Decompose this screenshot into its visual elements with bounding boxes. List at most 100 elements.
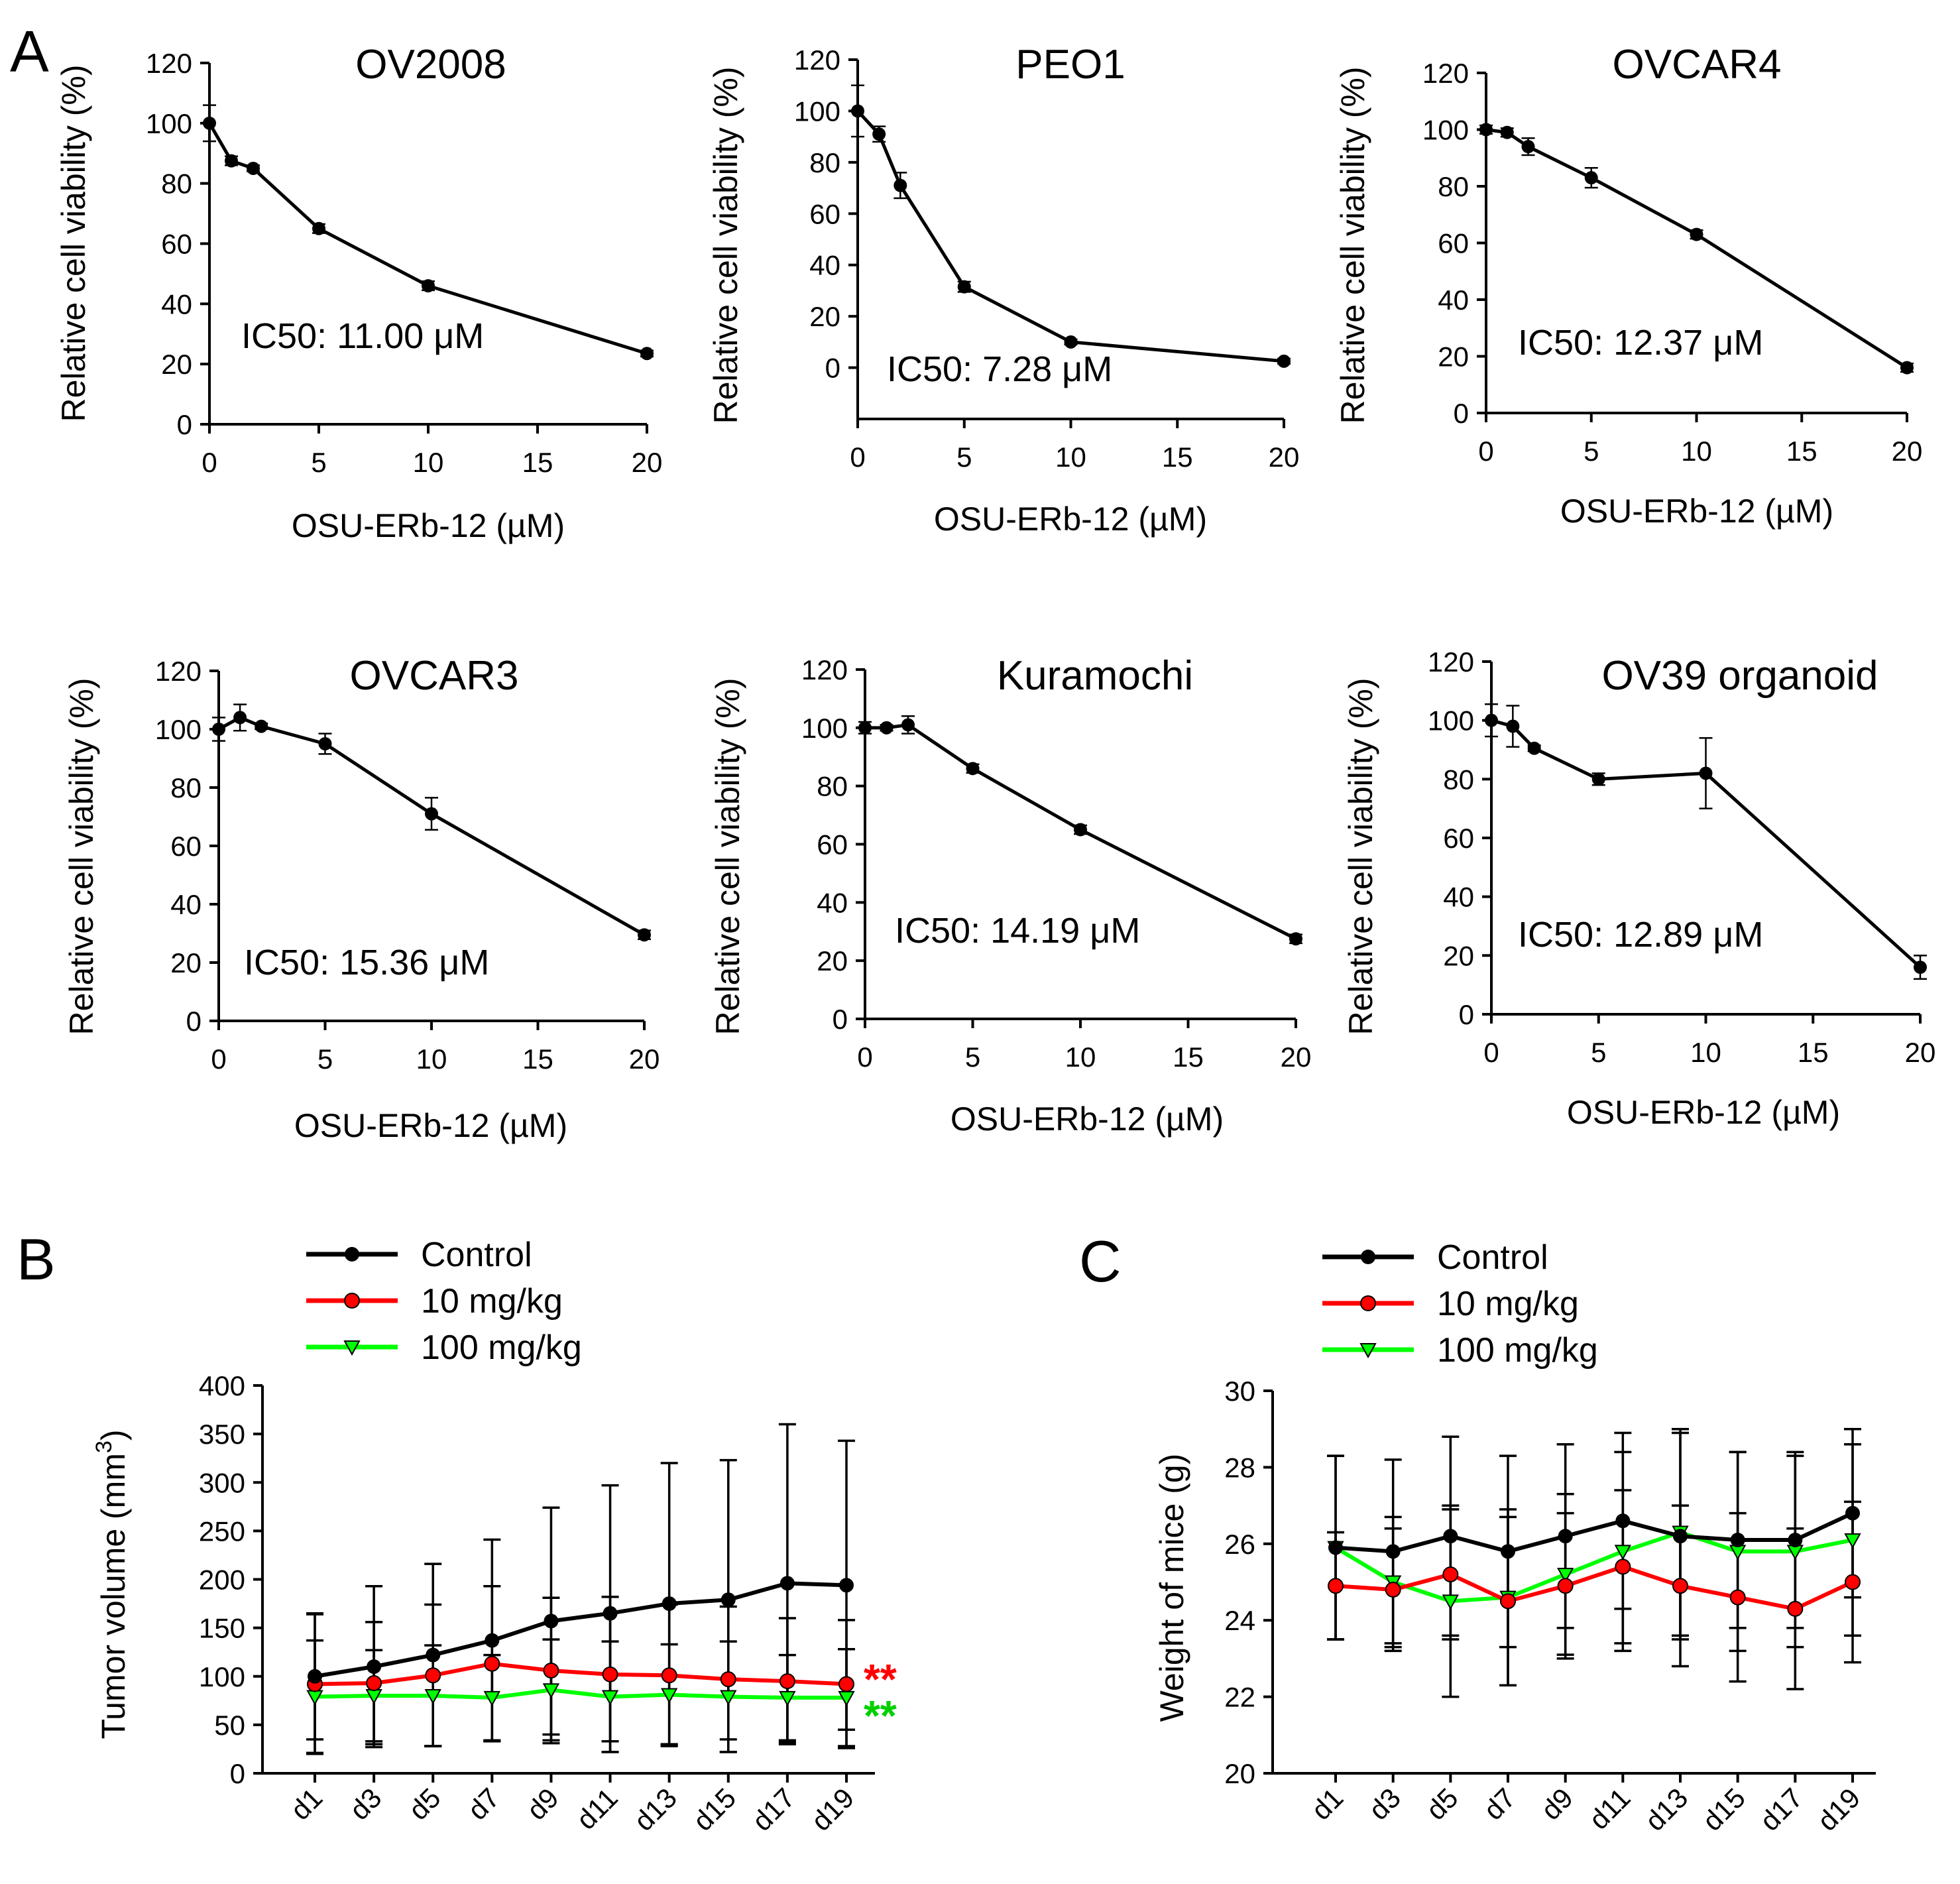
x-axis-title: OSU-ERb-12 (µM) xyxy=(934,500,1207,538)
x-tick-label: 5 xyxy=(317,1043,333,1075)
data-point xyxy=(660,1688,678,1704)
data-point xyxy=(255,719,268,733)
data-point xyxy=(1914,961,1927,974)
series-line xyxy=(314,1661,847,1686)
data-point xyxy=(1443,1529,1458,1544)
y-tick-label: 100 xyxy=(146,108,192,139)
x-tick-label: d19 xyxy=(805,1782,860,1837)
y-tick-label: 60 xyxy=(170,831,202,862)
legend-marker xyxy=(1360,1295,1376,1311)
data-point xyxy=(1328,1540,1343,1555)
y-axis-title: Relative cell viability (%) xyxy=(55,64,92,422)
data-point xyxy=(544,1614,559,1629)
x-tick-label: d7 xyxy=(461,1782,505,1826)
data-point xyxy=(721,1592,736,1608)
data-point xyxy=(1556,1567,1574,1584)
data-point xyxy=(1615,1559,1631,1575)
x-tick-label: 15 xyxy=(522,447,553,478)
significance-mark: ** xyxy=(864,1655,897,1703)
x-tick-label: d5 xyxy=(1420,1782,1464,1826)
y-tick-label: 0 xyxy=(230,1758,245,1789)
data-point xyxy=(1500,125,1514,139)
data-point xyxy=(542,1683,560,1699)
x-tick-label: 5 xyxy=(965,1041,980,1073)
series-line xyxy=(314,1688,846,1700)
data-point xyxy=(872,127,886,141)
y-axis-title: Relative cell viability (%) xyxy=(709,677,746,1035)
data-point xyxy=(839,1578,854,1593)
x-tick-label: 10 xyxy=(1065,1041,1096,1073)
data-point xyxy=(662,1596,677,1612)
x-tick-label: 15 xyxy=(522,1043,553,1075)
data-point xyxy=(367,1659,382,1675)
x-tick-label: 10 xyxy=(416,1043,447,1075)
x-tick-label: 15 xyxy=(1162,442,1193,473)
data-point xyxy=(603,1606,618,1621)
data-point xyxy=(426,1647,441,1663)
data-point xyxy=(312,221,325,235)
data-point xyxy=(1385,1544,1401,1559)
x-tick-label: 0 xyxy=(202,447,217,478)
y-tick-label: 100 xyxy=(1422,115,1469,146)
chart-title: OVCAR4 xyxy=(1613,42,1782,88)
data-point xyxy=(1699,766,1713,780)
x-tick-label: 10 xyxy=(1690,1037,1721,1068)
significance-mark: ** xyxy=(864,1692,897,1739)
panel-label-c: C xyxy=(1079,1228,1122,1294)
y-tick-label: 120 xyxy=(801,654,848,685)
x-tick-label: 20 xyxy=(632,447,663,478)
data-point xyxy=(203,116,216,130)
x-tick-label: 20 xyxy=(1905,1037,1936,1068)
chart-title: OVCAR3 xyxy=(350,653,519,699)
y-tick-label: 120 xyxy=(146,48,192,79)
data-point xyxy=(966,762,980,776)
data-point xyxy=(720,1690,737,1706)
y-axis-title-end: ) xyxy=(95,1429,132,1441)
data-point xyxy=(1591,772,1605,786)
y-tick-label: 80 xyxy=(1438,171,1469,202)
y-tick-label: 60 xyxy=(1438,228,1469,259)
data-point xyxy=(1614,1545,1632,1560)
y-tick-label: 80 xyxy=(809,147,840,178)
data-point xyxy=(1730,1533,1745,1548)
data-point xyxy=(1485,713,1498,727)
data-point xyxy=(1074,823,1087,837)
x-tick-label: 10 xyxy=(1681,436,1712,467)
data-point xyxy=(1442,1566,1459,1582)
y-tick-label: 50 xyxy=(214,1710,245,1741)
y-axis-title-text: Tumor volume (mm xyxy=(95,1453,132,1739)
data-point xyxy=(602,1666,618,1682)
y-tick-label: 60 xyxy=(817,829,848,860)
data-point xyxy=(957,280,971,294)
y-tick-label: 100 xyxy=(1428,705,1474,736)
x-tick-label: d15 xyxy=(687,1782,742,1837)
series-line xyxy=(856,109,1285,363)
y-tick-label: 0 xyxy=(1454,398,1469,429)
chart-title: Kuramochi xyxy=(997,653,1193,699)
legend-marker xyxy=(343,1340,361,1356)
series-line xyxy=(1335,1564,1854,1612)
data-point xyxy=(233,711,247,725)
y-tick-label: 20 xyxy=(1438,341,1469,373)
x-tick-label: d3 xyxy=(1363,1782,1407,1826)
y-axis-title: Weight of mice (g) xyxy=(1153,1454,1190,1722)
chart-title: PEO1 xyxy=(1015,42,1125,88)
y-tick-label: 40 xyxy=(809,250,840,281)
y-axis-title: Relative cell viability (%) xyxy=(1334,66,1371,424)
chart-tumor: 0 50 100 150 200 250 300 350 400 Tumor volume (mm… xyxy=(91,1236,897,1837)
y-tick-label: 80 xyxy=(161,168,192,200)
data-point xyxy=(483,1690,501,1707)
x-tick-label: 5 xyxy=(311,447,326,478)
ic50-annotation: IC50: 12.37 μM xyxy=(1518,323,1763,363)
data-point xyxy=(366,1675,382,1691)
y-axis-title: Relative cell viability (%) xyxy=(707,66,744,424)
x-tick-label: 5 xyxy=(956,442,972,473)
x-tick-label: 15 xyxy=(1786,436,1817,467)
y-tick-label: 40 xyxy=(817,887,848,918)
x-tick-label: d1 xyxy=(284,1782,328,1826)
y-tick-label: 0 xyxy=(825,353,840,384)
data-point xyxy=(1289,932,1302,946)
